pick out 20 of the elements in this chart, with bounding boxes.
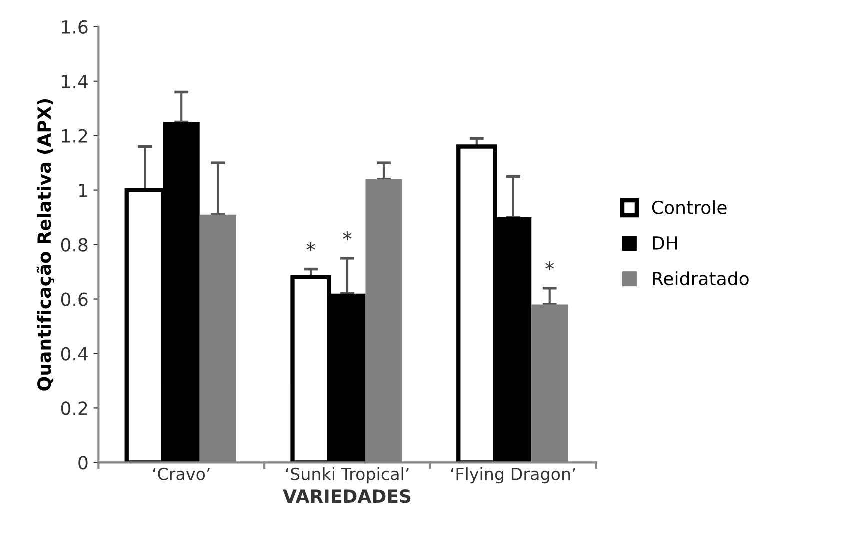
legend-label: Reidratado — [653, 272, 749, 286]
x-tick-label: ‘Cravo’ — [153, 468, 210, 480]
legend-label: Controle — [652, 200, 727, 214]
x-tick-label: ‘Flying Dragon’ — [451, 468, 576, 484]
annotation: * — [546, 262, 554, 270]
y-tick-label: 0.2 — [61, 402, 88, 416]
y-axis-title: Quantificação Relativa (APX) — [36, 99, 54, 391]
y-tick-label: 0.4 — [61, 347, 88, 361]
annotation: * — [343, 232, 352, 240]
y-tick-label: 0 — [78, 456, 88, 470]
legend-label: DH — [653, 236, 678, 250]
y-tick-label: 1.4 — [62, 75, 88, 88]
x-tick-label: ‘Sunki Tropical’ — [286, 468, 409, 484]
annotation: * — [306, 242, 316, 252]
y-tick-label: 0.8 — [61, 238, 88, 252]
y-tick-label: 0.6 — [61, 292, 88, 306]
y-tick-label: 1 — [79, 184, 88, 198]
x-axis-title: VARIEDADES — [283, 490, 411, 504]
y-tick-label: 1.2 — [62, 129, 88, 143]
y-tick-label: 1.6 — [62, 20, 88, 34]
